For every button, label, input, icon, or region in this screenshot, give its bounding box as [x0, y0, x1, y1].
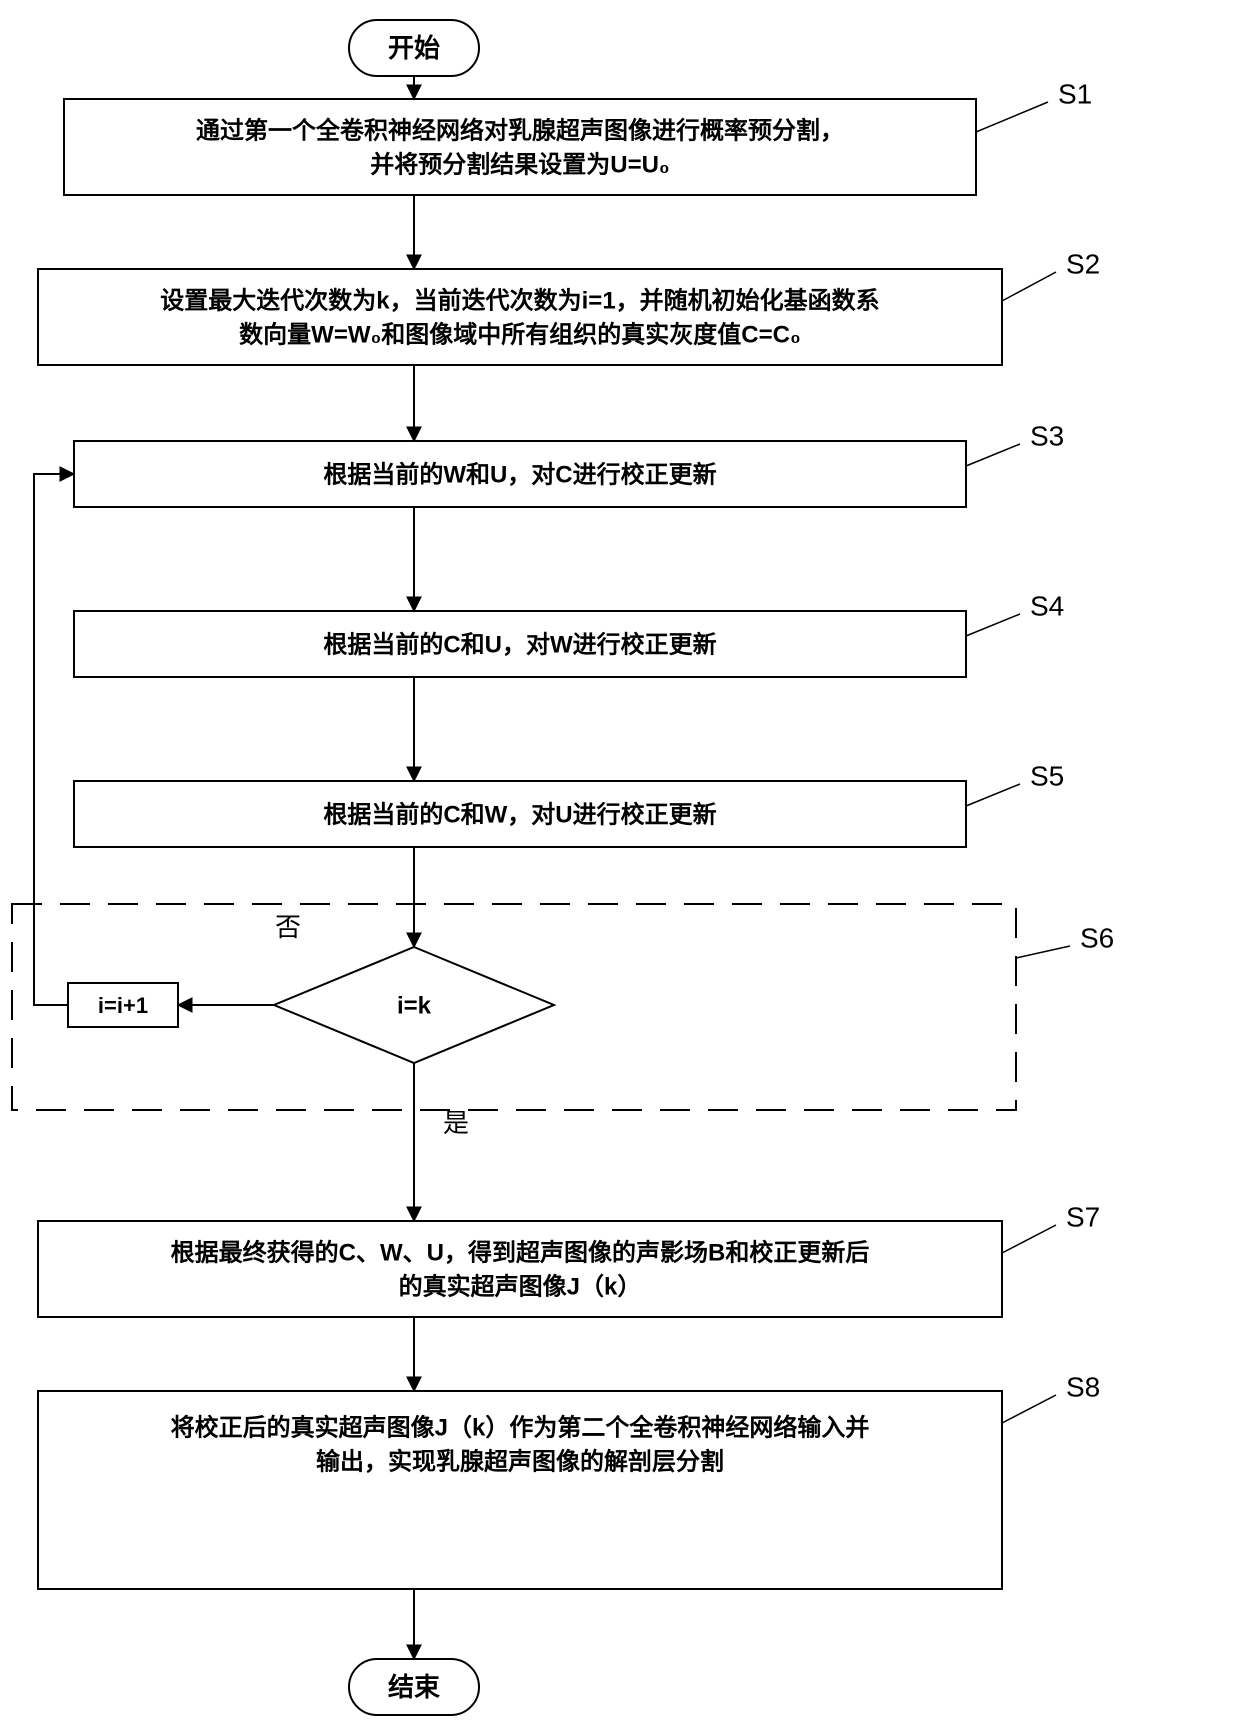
step-S7: [38, 1221, 1002, 1317]
svg-text:开始: 开始: [388, 33, 440, 63]
svg-text:S3: S3: [1030, 420, 1064, 451]
svg-text:i=k: i=k: [397, 992, 432, 1019]
svg-text:输出，实现乳腺超声图像的解剖层分割: 输出，实现乳腺超声图像的解剖层分割: [316, 1447, 724, 1475]
step-S2: [38, 269, 1002, 365]
svg-text:S2: S2: [1066, 248, 1100, 279]
svg-text:根据当前的C和U，对W进行校正更新: 根据当前的C和U，对W进行校正更新: [323, 630, 716, 658]
svg-text:是: 是: [443, 1108, 469, 1138]
step-S1: [64, 99, 976, 195]
svg-text:否: 否: [275, 912, 301, 942]
svg-text:结束: 结束: [388, 1672, 441, 1702]
svg-text:将校正后的真实超声图像J（k）作为第二个全卷积神经网络输入并: 将校正后的真实超声图像J（k）作为第二个全卷积神经网络输入并: [171, 1413, 870, 1441]
svg-text:通过第一个全卷积神经网络对乳腺超声图像进行概率预分割，: 通过第一个全卷积神经网络对乳腺超声图像进行概率预分割，: [196, 116, 844, 144]
svg-text:S7: S7: [1066, 1201, 1100, 1232]
svg-text:数向量W=W₀和图像域中所有组织的真实灰度值C=C₀: 数向量W=W₀和图像域中所有组织的真实灰度值C=C₀: [239, 320, 801, 348]
svg-text:根据当前的W和U，对C进行校正更新: 根据当前的W和U，对C进行校正更新: [323, 460, 716, 488]
svg-text:并将预分割结果设置为U=U₀: 并将预分割结果设置为U=U₀: [370, 150, 670, 178]
svg-text:i=i+1: i=i+1: [98, 993, 148, 1018]
svg-text:设置最大迭代次数为k，当前迭代次数为i=1，并随机初始化基函: 设置最大迭代次数为k，当前迭代次数为i=1，并随机初始化基函数系: [160, 286, 879, 314]
svg-text:根据当前的C和W，对U进行校正更新: 根据当前的C和W，对U进行校正更新: [323, 800, 716, 828]
svg-text:S8: S8: [1066, 1371, 1100, 1402]
svg-text:S6: S6: [1080, 922, 1114, 953]
svg-text:S4: S4: [1030, 590, 1064, 621]
svg-text:S1: S1: [1058, 78, 1092, 109]
svg-text:的真实超声图像J（k）: 的真实超声图像J（k）: [399, 1272, 642, 1300]
svg-text:S5: S5: [1030, 760, 1064, 791]
svg-text:根据最终获得的C、W、U，得到超声图像的声影场B和校正更新后: 根据最终获得的C、W、U，得到超声图像的声影场B和校正更新后: [171, 1238, 870, 1266]
